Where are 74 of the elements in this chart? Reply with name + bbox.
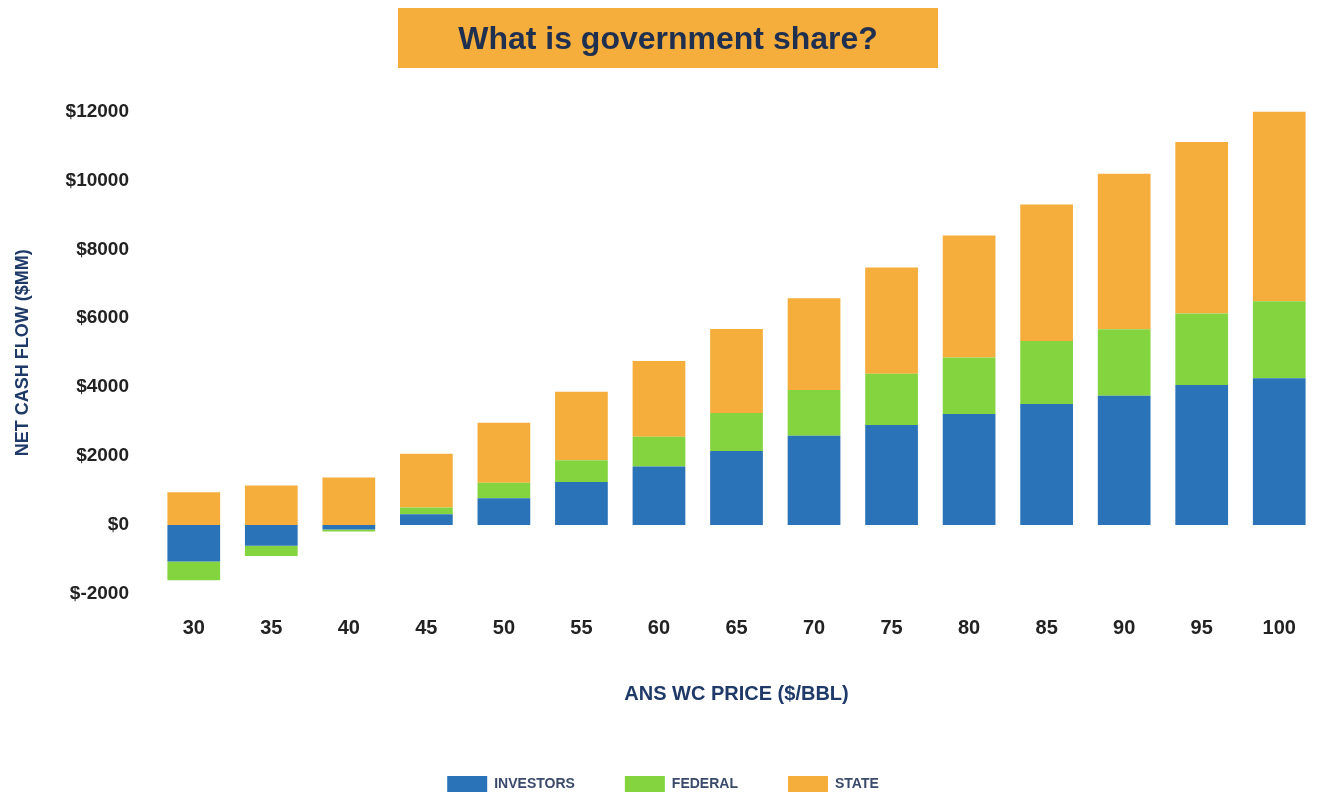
bar (787, 298, 841, 390)
bar (322, 477, 376, 526)
x-axis-title: ANS WC PRICE ($/BBL) (624, 681, 849, 704)
bar (1175, 385, 1229, 526)
legend-label: FEDERAL (671, 774, 739, 791)
bar (1175, 313, 1229, 386)
x-tick-label: 80 (957, 615, 981, 638)
bar (1252, 301, 1306, 379)
bar (787, 389, 841, 436)
bar (942, 235, 996, 358)
y-tick-label: $-2000 (69, 582, 129, 604)
bar (1252, 378, 1306, 526)
bar (865, 373, 918, 426)
bar (632, 466, 686, 526)
bar (710, 450, 763, 526)
x-tick-label: 95 (1190, 615, 1213, 638)
bar (400, 514, 453, 526)
x-tick-label: 75 (880, 615, 903, 638)
bar (322, 525, 376, 530)
bar (477, 498, 531, 526)
x-tick-label: 55 (570, 615, 593, 638)
bar (1097, 173, 1151, 330)
bar (1020, 204, 1073, 341)
bar (167, 492, 221, 526)
x-tick-label: 45 (415, 615, 438, 638)
bar (1020, 404, 1073, 526)
bar (1020, 340, 1073, 405)
bar (477, 482, 531, 499)
bar (244, 545, 298, 557)
bar (1097, 329, 1151, 396)
bar (400, 453, 453, 508)
x-tick-label: 100 (1262, 615, 1296, 638)
y-tick-label: $10000 (65, 168, 129, 190)
chart-title: What is government share? (398, 8, 938, 68)
bar (400, 507, 453, 515)
x-tick-label: 40 (337, 615, 360, 638)
y-tick-label: $12000 (65, 99, 129, 121)
bar (632, 436, 686, 467)
bar (477, 422, 531, 483)
legend-label: STATE (834, 774, 879, 791)
bar (710, 328, 763, 414)
x-tick-label: 90 (1113, 615, 1136, 638)
x-tick-label: 50 (492, 615, 516, 638)
bar (942, 414, 996, 526)
bar (1252, 111, 1306, 302)
y-axis-title: NET CASH FLOW ($MM) (11, 249, 32, 457)
bar (555, 391, 608, 461)
bar (865, 267, 918, 374)
x-tick-label: 35 (260, 615, 283, 638)
bar (710, 413, 763, 451)
y-tick-label: $2000 (76, 444, 129, 466)
x-tick-label: 60 (647, 615, 671, 638)
bar (167, 561, 221, 581)
x-tick-label: 30 (182, 615, 205, 638)
bar (322, 529, 376, 532)
y-tick-label: $6000 (76, 306, 129, 328)
bar (1097, 395, 1151, 526)
y-tick-label: $0 (107, 513, 129, 535)
bar (244, 485, 298, 526)
bar (942, 357, 996, 415)
x-tick-label: 85 (1035, 615, 1058, 638)
bar (555, 460, 608, 482)
y-tick-label: $8000 (76, 237, 129, 259)
x-tick-label: 65 (725, 615, 748, 638)
legend-label: INVESTORS (494, 774, 575, 791)
bar (555, 481, 608, 526)
bar (244, 525, 298, 546)
bar (167, 525, 221, 562)
bar (1175, 142, 1229, 314)
bar (865, 425, 918, 526)
y-tick-label: $4000 (76, 375, 129, 397)
bar (787, 435, 841, 526)
x-tick-label: 70 (802, 615, 826, 638)
bar (632, 360, 686, 437)
